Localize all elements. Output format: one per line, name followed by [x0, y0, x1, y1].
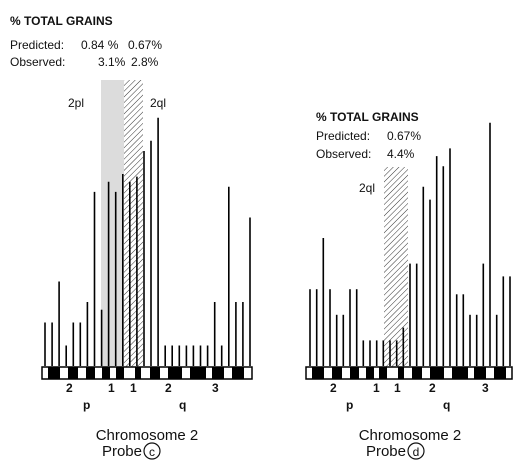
panel-d-q-region-2: 2 [429, 381, 436, 395]
panel-c-observed-value-2ql: 2.8% [131, 55, 159, 69]
panel-c-predicted-value-2ql: 0.67% [128, 38, 162, 52]
panel-c: % TOTAL GRAINS Predicted: 0.84 % 0.67% O… [10, 14, 253, 460]
panel-d-bars [309, 122, 511, 366]
panel-c-p-region-2: 2 [66, 381, 73, 395]
panel-d-probe-letter: d [413, 445, 420, 459]
panel-d-q-region-1: 1 [394, 381, 401, 395]
panel-d-caption-line1: Chromosome 2 [359, 427, 462, 444]
panel-d-p-region-2: 2 [330, 381, 337, 395]
panel-d-band-label-2ql: 2ql [359, 181, 375, 195]
panel-c-caption-line2: Probe [102, 443, 142, 460]
panel-c-bars [44, 117, 251, 366]
panel-d: % TOTAL GRAINS Predicted: 0.67% Observed… [305, 110, 513, 460]
panel-c-2ql-shade [124, 80, 143, 367]
panel-c-probe-badge: c [143, 442, 161, 460]
panel-c-observed-value-2pl: 3.1% [98, 55, 126, 69]
panel-c-caption-line1: Chromosome 2 [96, 427, 199, 444]
panel-d-ideogram [305, 366, 513, 380]
panel-d-predicted-label: Predicted: [316, 129, 370, 143]
panel-d-probe-badge: d [407, 442, 425, 460]
panel-c-q-arm-label: q [179, 398, 186, 412]
panel-d-header: % TOTAL GRAINS [316, 110, 419, 124]
panel-d-q-region-3: 3 [482, 381, 489, 395]
panel-c-2pl-shade [101, 80, 125, 367]
panel-c-probe-letter: c [149, 445, 155, 459]
panel-c-predicted-value-2pl: 0.84 % [81, 38, 119, 52]
panel-d-2ql-shade [384, 167, 408, 367]
panel-c-p-arm-label: p [83, 398, 90, 412]
panel-c-q-region-3: 3 [212, 381, 219, 395]
panel-d-caption-line2: Probe [366, 443, 406, 460]
panel-d-observed-value-2ql: 4.4% [387, 147, 415, 161]
panel-c-observed-label: Observed: [10, 55, 65, 69]
panel-d-p-arm-label: p [346, 398, 353, 412]
panel-c-predicted-label: Predicted: [10, 38, 64, 52]
panel-c-q-region-1: 1 [130, 381, 137, 395]
panel-c-ideogram [41, 366, 253, 380]
panel-d-observed-label: Observed: [316, 147, 371, 161]
panel-c-band-label-2ql: 2ql [150, 96, 166, 110]
panel-c-q-region-2: 2 [165, 381, 172, 395]
panel-d-p-region-1: 1 [373, 381, 380, 395]
panel-c-band-label-2pl: 2pl [68, 96, 84, 110]
panel-c-p-region-1: 1 [108, 381, 115, 395]
panel-d-q-arm-label: q [443, 398, 450, 412]
panel-d-predicted-value-2ql: 0.67% [387, 129, 421, 143]
panel-c-header: % TOTAL GRAINS [10, 14, 113, 28]
